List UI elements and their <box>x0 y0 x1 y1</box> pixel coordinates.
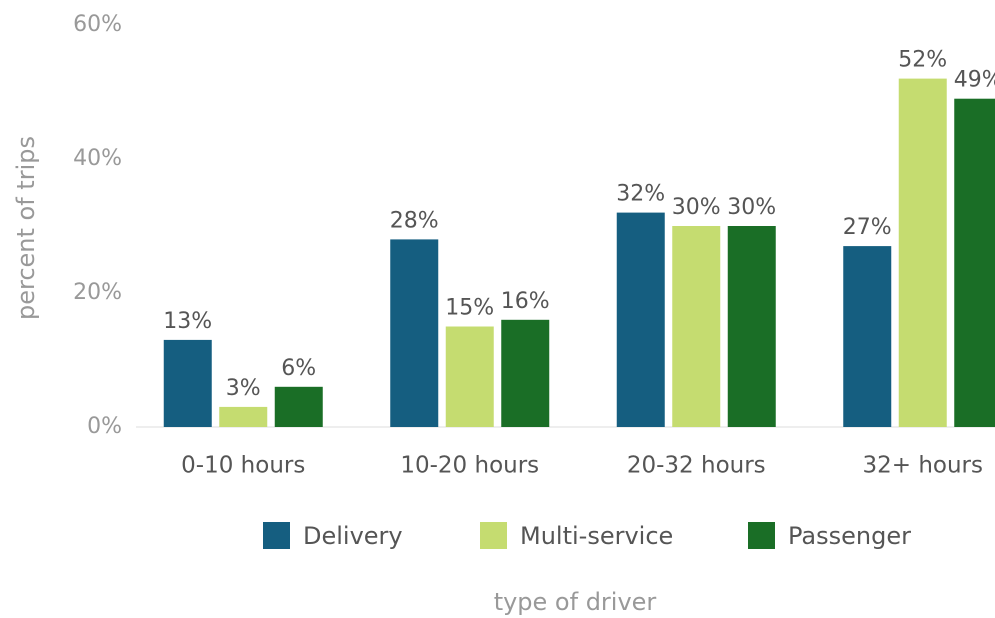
bar <box>219 406 268 427</box>
bar <box>616 212 665 427</box>
bar <box>727 226 776 427</box>
y-tick-label: 40% <box>73 146 122 171</box>
data-label: 13% <box>163 309 212 334</box>
bar <box>843 246 892 427</box>
data-label: 28% <box>390 208 439 233</box>
x-axis-title: type of driver <box>494 588 657 616</box>
y-tick-label: 60% <box>73 12 122 37</box>
legend-label: Passenger <box>788 522 911 550</box>
x-tick-label: 0-10 hours <box>181 453 305 479</box>
data-label: 15% <box>445 296 494 321</box>
data-label: 49% <box>954 68 995 93</box>
bar <box>898 78 947 427</box>
bar <box>672 226 721 427</box>
x-tick-label: 10-20 hours <box>400 453 539 479</box>
bar <box>274 386 323 427</box>
data-label: 27% <box>843 215 892 240</box>
bar <box>390 239 439 427</box>
bar <box>163 339 212 427</box>
data-label: 52% <box>898 48 947 73</box>
bar <box>954 98 995 427</box>
data-label: 30% <box>727 195 776 220</box>
data-label: 32% <box>616 182 665 207</box>
data-label: 3% <box>226 376 261 401</box>
bar <box>445 326 494 427</box>
x-tick-label: 20-32 hours <box>627 453 766 479</box>
data-label: 6% <box>281 356 316 381</box>
legend-swatch <box>480 522 507 549</box>
legend-label: Multi-service <box>520 522 673 550</box>
legend-swatch <box>748 522 775 549</box>
legend-swatch <box>263 522 290 549</box>
y-tick-label: 20% <box>73 280 122 305</box>
data-label: 16% <box>501 289 550 314</box>
legend-label: Delivery <box>303 522 403 550</box>
x-tick-label: 32+ hours <box>862 453 983 479</box>
bar <box>501 319 550 427</box>
y-tick-label: 0% <box>87 414 122 439</box>
y-axis-title: percent of trips <box>12 136 40 320</box>
data-label: 30% <box>672 195 721 220</box>
